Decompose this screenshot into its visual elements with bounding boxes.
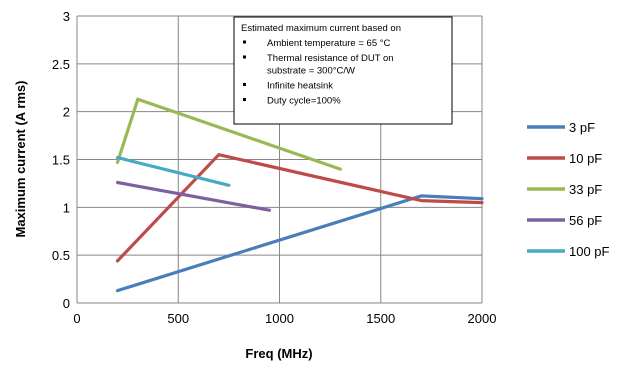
y-axis-title: Maximum current (A rms): [13, 81, 28, 238]
data-series: [115, 97, 484, 293]
tick-labels: 0 0.5 1 1.5 2 2.5 3 0 500 1000 1500 2000: [52, 9, 497, 326]
y-tick-label: 1.5: [52, 153, 70, 168]
annotation-text: Ambient temperature = 65 °C: [267, 38, 391, 49]
legend-label-3-pf: 3 pF: [569, 120, 595, 135]
series-line-3-pf: [115, 194, 484, 293]
x-tick-label: 2000: [468, 311, 497, 326]
annotation-text: Infinite heatsink: [267, 81, 333, 92]
x-tick-label: 0: [73, 311, 80, 326]
y-tick-label: 2: [63, 105, 70, 120]
legend-label-100-pf: 100 pF: [569, 244, 610, 259]
x-tick-label: 500: [167, 311, 189, 326]
y-tick-label: 3: [63, 9, 70, 24]
axes: [76, 16, 482, 304]
y-tick-label: 2.5: [52, 57, 70, 72]
legend: 3 pF 10 pF 33 pF 56 pF 100 pF: [527, 120, 610, 259]
y-tick-label: 0.5: [52, 248, 70, 263]
x-tick-label: 1000: [265, 311, 294, 326]
annotation-text: Duty cycle=100%: [267, 96, 341, 107]
series-line-33-pf: [115, 97, 342, 171]
legend-label-33-pf: 33 pF: [569, 182, 602, 197]
annotation-title: Estimated maximum current based on: [241, 23, 401, 34]
series-line-56-pf: [115, 180, 271, 212]
y-tick-label: 1: [63, 200, 70, 215]
annotation-bullet: [243, 40, 246, 44]
y-tick-label: 0: [63, 296, 70, 311]
x-tick-label: 1500: [366, 311, 395, 326]
x-axis-title: Freq (MHz): [245, 346, 312, 361]
annotation-bullet: [243, 55, 246, 59]
annotation-bullet: [243, 98, 246, 101]
annotation-text: Thermal resistance of DUT on: [267, 53, 394, 64]
legend-label-56-pf: 56 pF: [569, 213, 602, 228]
annotation-text: substrate = 300°C/W: [267, 66, 355, 77]
legend-label-10-pf: 10 pF: [569, 151, 602, 166]
series-line-100-pf: [115, 156, 231, 187]
series-line-10-pf: [115, 153, 484, 263]
annotation-box: Estimated maximum current based on Ambien…: [233, 16, 453, 125]
annotation-frame: [233, 16, 453, 125]
annotation-bullet: [243, 83, 246, 86]
